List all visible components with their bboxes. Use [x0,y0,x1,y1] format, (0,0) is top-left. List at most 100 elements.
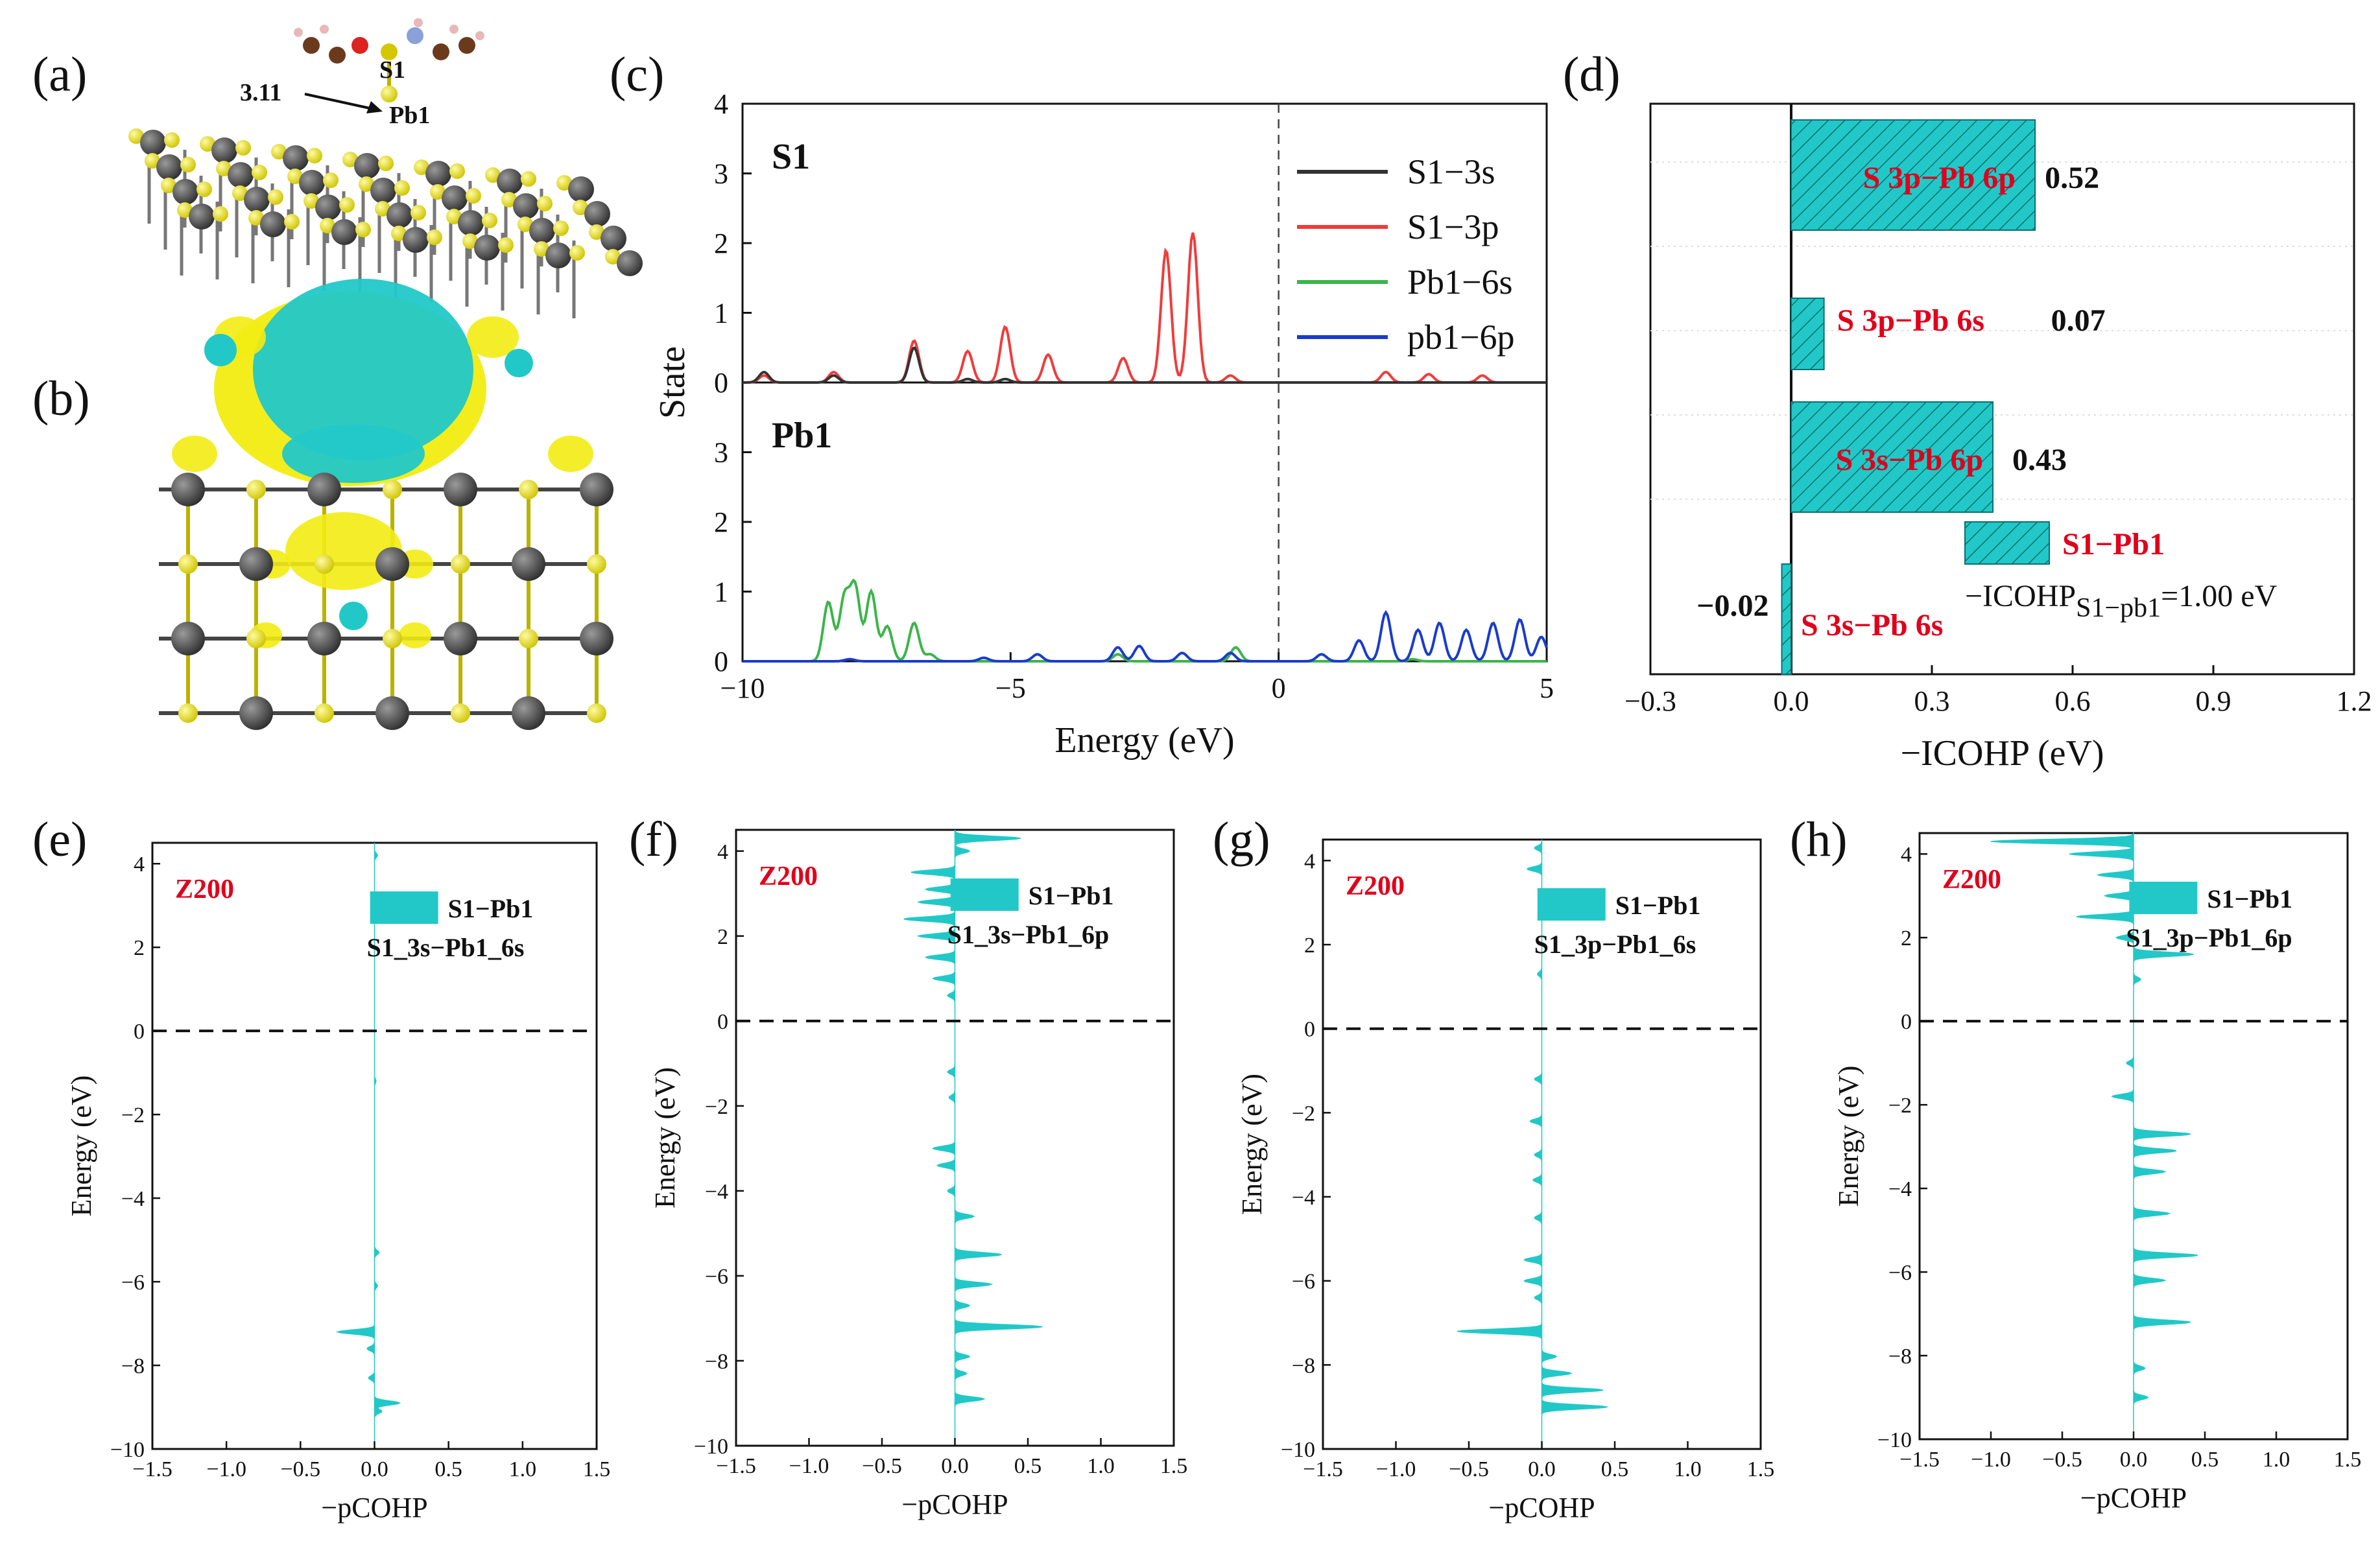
pb-atom [580,622,613,655]
x-tick-label: −1.5 [1303,1457,1343,1481]
s-atom [320,218,335,233]
y-tick-label: 0 [714,367,728,399]
icohp-annotation: −ICOHPS1−pb1=1.00 eV [1965,579,2278,623]
panel-label-g: (g) [1213,812,1270,867]
panel-label-e: (e) [32,812,87,867]
panel-label-f: (f) [629,812,678,867]
s-atom [383,629,402,648]
legend-title: S1−Pb1 [1615,891,1701,920]
s-atom [359,176,374,192]
molecule-atom [329,47,346,64]
pb-atom [307,622,341,655]
x-tick-label: 1.0 [1674,1457,1702,1481]
x-tick-label: 0.6 [2055,685,2091,717]
pb-atom [171,473,205,506]
bar-value-label: 0.43 [2012,443,2067,477]
legend-subtitle: S1_3s−Pb1_6p [947,920,1110,949]
panel-label-d: (d) [1563,47,1621,102]
legend-entry: pb1−6p [1407,318,1514,357]
pb1-atom-label: Pb1 [389,102,430,129]
y-tick-label: 2 [134,936,145,960]
y-tick-label: 0 [1901,1010,1912,1034]
structure-illustration-a [128,18,643,318]
pb-atom [474,235,500,261]
molecule-atom [458,37,475,54]
legend-entry: S1−3p [1407,207,1499,246]
structure-tag: Z200 [1942,865,2001,895]
pb-atom [458,210,484,236]
yellow-isosurface [467,316,519,358]
y-tick-label: −6 [1888,1261,1912,1285]
y-axis-label: Energy (eV) [65,1076,97,1217]
s-atom [556,175,572,191]
x-tick-label: 1.2 [2337,685,2372,717]
s-atom [537,196,553,211]
x-tick-label: −0.3 [1624,685,1676,717]
s-atom [519,480,538,499]
s-atom [232,185,248,201]
x-tick-label: 0.0 [2120,1448,2148,1472]
y-tick-label: −6 [705,1265,728,1289]
hydrogen-atom [449,25,458,34]
pb-atom [239,547,273,581]
y-tick-label: −10 [1281,1438,1315,1462]
legend-swatch [1964,521,2050,565]
s-atom [323,172,339,188]
pb-atom [580,473,613,506]
y-tick-label: 2 [1901,926,1912,950]
x-tick-label: 0 [1272,672,1286,704]
pb-atom [354,153,380,179]
x-tick-label: −1.5 [132,1457,173,1481]
pcohp-chart-f: −1.5 −1.0 −0.5 0.0 0.5 1.0 1.5 −10 −8 −6 −4 −2 0 2 4 −p… [649,829,1188,1520]
yellow-isosurface [399,622,431,648]
x-tick-label: −1.0 [1376,1457,1416,1481]
s-atom [466,188,481,204]
s-atom [482,213,497,228]
panel-label-b: (b) [32,371,90,426]
s1-atom-label: S1 [379,56,405,84]
pb-atom [545,242,571,268]
pb-atom [189,204,215,230]
x-tick-label: 0.5 [2191,1448,2219,1472]
y-tick-label: −8 [705,1350,728,1374]
s-atom [252,165,267,180]
y-tick-label: −4 [1888,1177,1912,1201]
s-atom [128,128,144,144]
s-atom [375,201,390,217]
s-atom [498,237,514,253]
y-tick-label: 1 [714,298,728,329]
pb-atom [307,473,341,506]
s-atom [569,245,585,261]
pdos-chart-c: 0 1 2 3 4 0 1 2 3 −10 −5 0 5 Energy (eV) State S1 Pb1 S1−… [652,88,1554,760]
x-tick-label: 1.5 [583,1457,611,1481]
structure-tag: Z200 [175,875,234,904]
y-tick-label: −2 [1292,1101,1315,1125]
pb-atom [331,219,357,245]
s-atom [268,189,283,205]
x-tick-label: 0.0 [361,1457,388,1481]
legend-entry: S1−3s [1407,152,1495,191]
x-tick-label: 1.5 [1160,1454,1188,1478]
pcohp-area [903,829,1043,1446]
bar-category-label: S 3s−Pb 6p [1836,443,1983,477]
x-tick-label: −1.0 [206,1457,246,1481]
x-tick-label: 0.9 [2196,685,2231,717]
s-atom [161,178,176,193]
top-panel-label: S1 [772,137,810,177]
y-tick-label: 0 [1304,1018,1315,1042]
legend-title: S1−Pb1 [2207,884,2292,913]
series-line-pb1-6p [743,609,1548,663]
x-tick-label: −1.0 [1971,1448,2011,1472]
icohp-bar-chart-d: −0.3 0.0 0.3 0.6 0.9 1.2 −ICOHP (eV) S 3p−Pb 6p… [1624,102,2372,773]
x-axis-label: −pCOHP [2080,1482,2187,1514]
pb-atom [617,250,643,276]
bar-2 [1791,401,1994,513]
legend-swatch [950,878,1019,911]
pb-atom [375,696,409,730]
s-atom [246,480,266,499]
legend-swatch [370,891,438,924]
pb-atom [156,154,182,180]
s-atom [518,217,533,232]
pb-atom [601,226,626,252]
